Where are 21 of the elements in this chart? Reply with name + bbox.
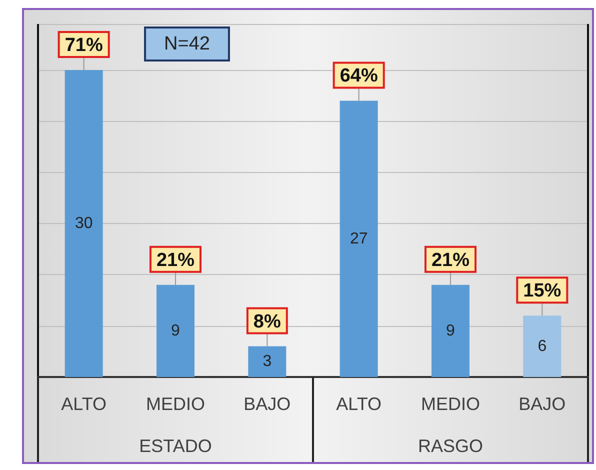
annotation: 21% [431,250,470,271]
text: 71% [64,35,103,56]
data-label: 6 [538,338,547,355]
data-label: 9 [446,322,456,340]
annotation: 64% [340,66,378,87]
x-tick-label: BAJO [518,394,566,414]
text: N=42 [164,34,210,54]
annotation: 15% [523,280,562,302]
data-label: 3 [262,353,272,370]
text: RASGO [418,436,484,456]
data-label: 27 [350,230,368,248]
data-label: 9 [171,322,180,340]
x-tick-label: BAJO [244,394,291,414]
annotation: 8% [253,311,281,332]
text: ESTADO [139,436,212,456]
x-tick-label: MEDIO [146,394,206,414]
data-label: 30 [74,215,93,232]
x-tick-label: ALTO [61,394,107,414]
annotation: 21% [156,250,195,271]
x-tick-label: ALTO [336,394,382,414]
x-tick-label: MEDIO [420,394,480,414]
